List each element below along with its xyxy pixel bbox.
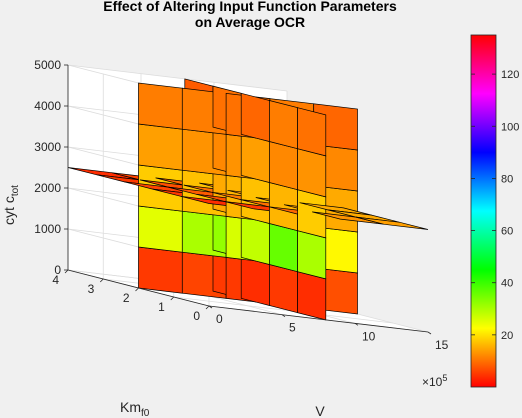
x-axis-line (208, 305, 429, 333)
z-tick-label: 3000 (34, 140, 61, 154)
colorbar-tick-label: 120 (501, 69, 519, 81)
x-tick-label: 0 (216, 312, 223, 326)
colorbar-tick-label: 80 (501, 173, 513, 185)
x-tick-mark (354, 323, 359, 326)
y-label-main: Km (120, 399, 141, 415)
slice-cell-v-plane (240, 256, 270, 306)
x-tick-mark (281, 314, 286, 317)
z-tick-label: 5000 (34, 58, 61, 72)
slice-cell-v-plane (269, 100, 298, 150)
y-tick-mark (99, 278, 104, 283)
y-label-sub: f0 (141, 408, 150, 418)
grid-line (67, 64, 288, 92)
colorbar-tick-label: 40 (501, 278, 513, 290)
z-axis-label: cyt ctot (1, 185, 21, 225)
z-label-main: cyt c (1, 196, 17, 225)
slice-cell-v-plane (297, 148, 327, 198)
slice-cell-km-plane (138, 123, 183, 171)
x-exponent-base: ×10 (422, 375, 443, 389)
slice-cell-v-plane (269, 264, 298, 314)
slice-cell-v-plane (240, 92, 270, 142)
y-tick-mark (205, 305, 210, 310)
colorbar-tick-label: 20 (501, 330, 513, 342)
chart-title-line2: on Average OCR (195, 14, 305, 30)
slice-cell-v-plane (297, 230, 327, 280)
y-tick-label: 2 (123, 291, 130, 305)
x-tick-label: 15 (435, 338, 449, 352)
colorbar-tick-label: 100 (501, 121, 519, 133)
z-tick-label: 4000 (34, 99, 61, 113)
chart-title-line1: Effect of Altering Input Function Parame… (103, 0, 397, 14)
slice-cell-km-plane (138, 246, 183, 294)
grid-line (173, 296, 393, 324)
y-tick-label: 0 (193, 309, 200, 323)
y-tick-mark (135, 287, 139, 292)
y-tick-label: 4 (52, 273, 59, 287)
y-tick-mark (170, 296, 175, 301)
slice-cell-v-plane (269, 141, 298, 191)
x-axis-label: V (315, 403, 325, 418)
x-tick-label: 5 (289, 321, 296, 335)
slice-cell-v-plane (269, 223, 298, 273)
slice-cell-v-plane (240, 133, 270, 183)
x-exponent-power: 5 (442, 373, 447, 383)
x-tick-mark (208, 305, 213, 309)
z-tick-label: 1000 (34, 222, 61, 236)
y-tick-mark (64, 269, 69, 274)
slice-cell-km-plane (138, 82, 183, 130)
slice-cell-v-plane (297, 271, 327, 321)
x-tick-label: 10 (362, 329, 376, 343)
z-tick-label: 2000 (34, 181, 61, 195)
y-tick-label: 1 (158, 300, 165, 314)
slice-cell-horizontal (355, 216, 429, 230)
x-axis-exponent: ×105 (422, 373, 447, 389)
y-tick-label: 3 (88, 282, 95, 296)
x-tick-mark (427, 331, 432, 335)
colorbar (470, 34, 497, 388)
slice-cell-v-plane (240, 215, 270, 265)
z-label-sub: tot (10, 185, 21, 196)
slice-cell-km-plane (138, 205, 183, 253)
colorbar-tick-label: 60 (501, 226, 513, 238)
slice-cell-v-plane (297, 107, 327, 157)
colorbar-ticks: 20 40 60 80 100 120 (471, 69, 519, 342)
z-tick-label: 0 (54, 263, 61, 277)
y-axis-label: Kmf0 (120, 399, 150, 418)
